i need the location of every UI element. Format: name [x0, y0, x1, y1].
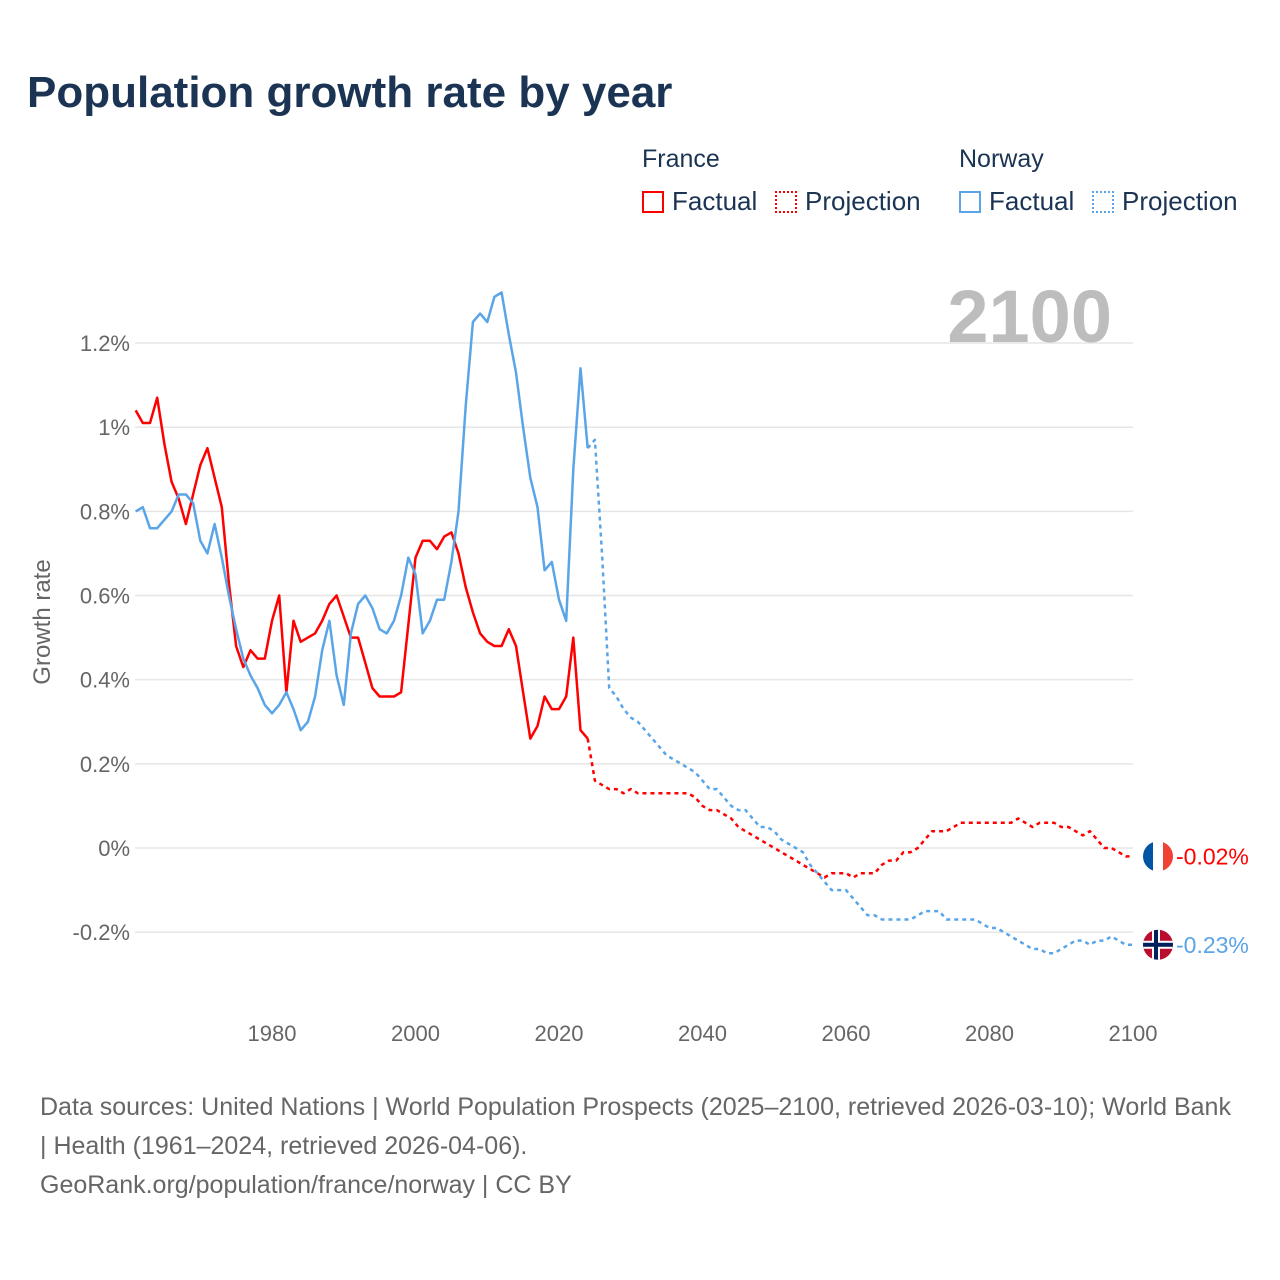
- y-tick-label: -0.2%: [73, 920, 130, 945]
- y-tick-label: 0.8%: [80, 499, 130, 524]
- end-value-label: -0.02%: [1176, 843, 1249, 869]
- y-tick-label: 1%: [98, 415, 130, 440]
- norway-flag-icon: [1143, 929, 1173, 960]
- footer-credit[interactable]: GeoRank.org/population/france/norway | C…: [40, 1171, 572, 1199]
- y-tick-label: 0.2%: [80, 752, 130, 777]
- flag-cross: [1154, 929, 1158, 960]
- legend-label: Factual: [672, 186, 758, 216]
- legend-france-projection[interactable]: Projection: [775, 186, 921, 217]
- flag-stripe: [1143, 841, 1153, 872]
- legend-heading-norway: Norway: [959, 145, 1044, 173]
- flag-body: [1143, 929, 1173, 960]
- y-tick-label: 0.4%: [80, 668, 130, 693]
- dotted-swatch-icon: [1092, 190, 1114, 213]
- x-tick-label: 2060: [822, 1021, 871, 1046]
- norway-projection-line: [586, 438, 1133, 955]
- y-tick-label: 1.2%: [80, 331, 130, 356]
- legend-france-factual[interactable]: Factual: [642, 186, 757, 217]
- flag-stripe: [1153, 841, 1163, 872]
- footer: Data sources: United Nations | World Pop…: [40, 1088, 1240, 1205]
- france-factual-line: [134, 396, 589, 740]
- chart-title: Population growth rate by year: [27, 68, 673, 117]
- legend-norway-factual[interactable]: Factual: [959, 186, 1074, 217]
- x-tick-label: 2020: [535, 1021, 584, 1046]
- france-projection-line: [586, 738, 1133, 879]
- x-tick-label: 2100: [1109, 1021, 1158, 1046]
- norway-factual-line: [135, 291, 589, 732]
- france-flag-icon: [1143, 841, 1173, 872]
- legend-label: Projection: [805, 186, 921, 216]
- x-tick-label: 1980: [248, 1021, 297, 1046]
- y-tick-label: 0%: [98, 836, 130, 861]
- legend-norway-projection[interactable]: Projection: [1092, 186, 1238, 217]
- y-axis-label: Growth rate: [29, 559, 56, 684]
- footer-sources: Data sources: United Nations | World Pop…: [40, 1093, 1231, 1160]
- x-tick-label: 2000: [391, 1021, 440, 1046]
- solid-swatch-icon: [642, 190, 664, 213]
- end-value-label: -0.23%: [1176, 932, 1249, 958]
- flag-body: [1143, 841, 1173, 872]
- y-tick-label: 0.6%: [80, 584, 130, 609]
- solid-swatch-icon: [959, 190, 981, 213]
- legend-label: Factual: [989, 186, 1075, 216]
- year-display: 2100: [947, 275, 1112, 358]
- chart-area: -0.2% 0% 0.2% 0.4% 0.6% 0.8% 1% 1.2% 1980 2000 202…: [29, 275, 1249, 1046]
- legend-label: Projection: [1122, 186, 1238, 216]
- x-tick-label: 2080: [965, 1021, 1014, 1046]
- flag-stripe: [1163, 841, 1173, 872]
- legend-heading-france: France: [642, 145, 720, 173]
- dotted-swatch-icon: [775, 190, 797, 213]
- x-tick-label: 2040: [678, 1021, 727, 1046]
